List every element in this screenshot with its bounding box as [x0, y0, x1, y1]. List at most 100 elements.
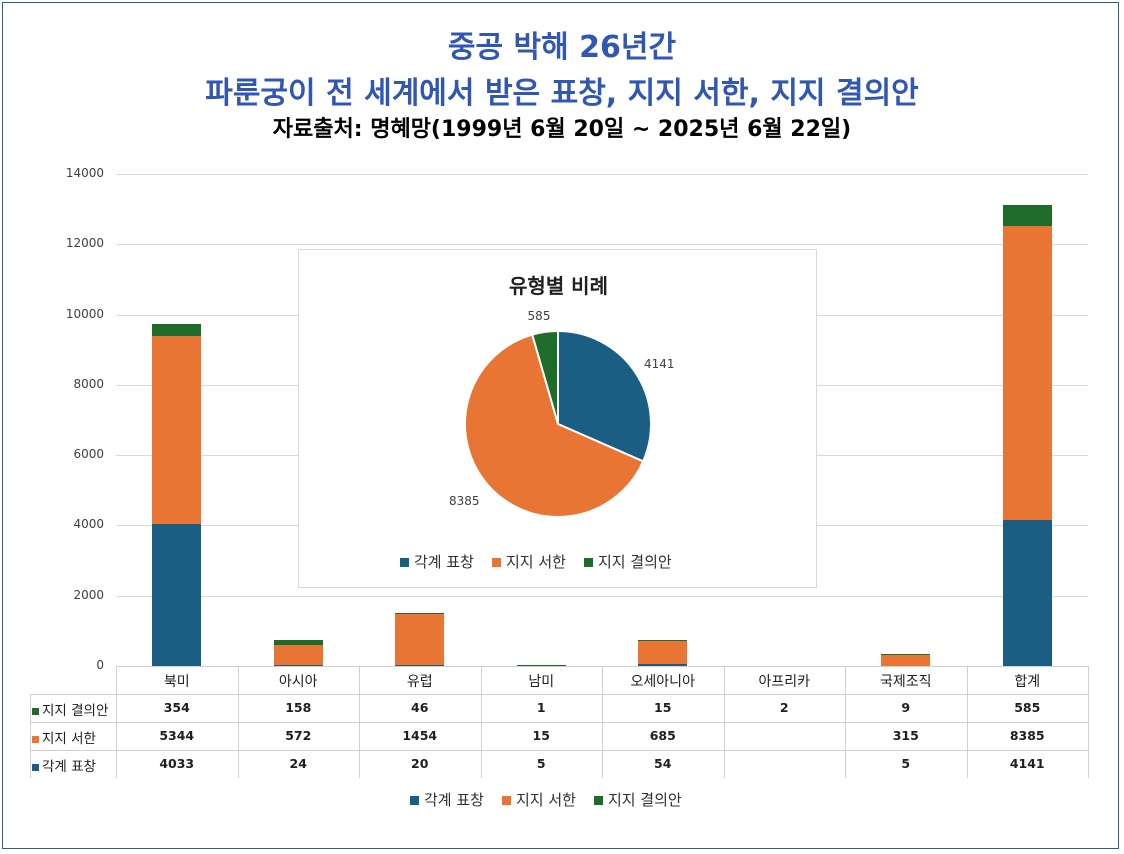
bar-segment	[273, 665, 323, 667]
table-cell: 4033	[159, 756, 195, 771]
bar-segment	[881, 654, 931, 666]
chart-title-line1: 중공 박해 26년간	[447, 30, 677, 65]
y-tick-label: 6000	[73, 447, 104, 461]
legend-swatch	[400, 558, 409, 567]
table-cell: 2	[779, 700, 789, 715]
category-label: 아프리카	[758, 674, 811, 690]
pie-title: 유형별 비례	[509, 274, 608, 298]
chart-title-line2: 파룬궁이 전 세계에서 받은 표창, 지지 서한, 지지 결의안	[205, 76, 919, 111]
legend-item: 각계 표창	[410, 791, 484, 809]
bar-segment	[638, 664, 688, 666]
category-label: 합계	[1014, 674, 1041, 690]
y-tick-label: 12000	[65, 236, 104, 250]
table-cell: 5	[536, 756, 546, 771]
y-tick-label: 14000	[65, 166, 104, 180]
category-label: 북미	[163, 674, 190, 690]
table-rule	[237, 666, 239, 778]
table-rule	[30, 750, 1088, 751]
category-label: 남미	[528, 674, 555, 690]
y-tick-label: 0	[96, 658, 104, 672]
pie-slice	[557, 329, 652, 463]
table-rule	[30, 694, 31, 778]
table-rule	[723, 666, 725, 778]
legend-swatch	[583, 558, 593, 567]
pie-value-label: 8385	[449, 494, 480, 508]
table-row-label: 지지 서한	[32, 727, 96, 747]
category-label: 유럽	[406, 674, 433, 690]
bar-segment	[1002, 225, 1052, 521]
table-cell: 5344	[159, 728, 195, 743]
bar-segment	[1002, 205, 1052, 226]
legend-swatch	[593, 796, 603, 805]
legend-item: 각계 표창	[400, 553, 474, 571]
legend-swatch	[491, 558, 501, 567]
bar-segment	[516, 665, 566, 667]
bar-segment	[273, 639, 323, 646]
series-name: 지지 결의안	[42, 703, 109, 719]
bar-segment	[395, 665, 445, 667]
bar-segment	[1002, 520, 1052, 666]
table-cell: 20	[411, 756, 429, 771]
table-rule	[30, 722, 1088, 723]
table-cell: 315	[892, 728, 919, 743]
table-rule	[1088, 666, 1089, 778]
chart-source: 자료출처: 명혜망(1999년 6월 20일 ~ 2025년 6월 22일)	[272, 117, 852, 142]
table-cell: 54	[654, 756, 672, 771]
table-row-label: 지지 결의안	[32, 699, 108, 719]
legend-swatch	[501, 796, 511, 805]
series-name: 각계 표창	[42, 759, 96, 775]
table-cell: 158	[285, 700, 312, 715]
category-label: 오세아니아	[630, 674, 695, 690]
table-cell: 585	[1014, 700, 1041, 715]
gridline	[116, 596, 1088, 597]
y-tick-label: 8000	[73, 377, 104, 391]
legend-item: 지지 결의안	[583, 553, 672, 571]
table-rule	[966, 666, 968, 778]
bar-segment	[152, 524, 202, 666]
bar-segment	[881, 654, 931, 656]
legend-label: 지지 서한	[515, 791, 576, 809]
legend-item: 지지 서한	[501, 791, 576, 809]
bar-legend: 각계 표창 지지 서한 지지 결의안	[410, 789, 700, 810]
table-cell: 4141	[1009, 756, 1045, 771]
legend-label: 지지 결의안	[597, 553, 672, 571]
legend-label: 각계 표창	[414, 553, 474, 571]
table-cell: 24	[289, 756, 307, 771]
table-cell: 15	[654, 700, 672, 715]
pie-slice	[464, 333, 645, 518]
table-cell: 1	[536, 700, 546, 715]
pie-value-label: 4141	[644, 357, 675, 371]
table-cell: 5	[901, 756, 911, 771]
bar-segment	[395, 614, 445, 666]
table-cell: 354	[163, 700, 190, 715]
category-label: 아시아	[278, 674, 318, 690]
legend-swatch	[32, 763, 39, 771]
legend-swatch	[32, 735, 39, 743]
bar-segment	[395, 612, 445, 615]
gridline	[116, 174, 1088, 175]
table-cell: 46	[411, 700, 429, 715]
table-rule	[30, 694, 1088, 695]
legend-label: 각계 표창	[424, 791, 484, 809]
pie-legend: 각계 표창 지지 서한 지지 결의안	[400, 551, 690, 572]
legend-item: 지지 결의안	[593, 791, 682, 809]
gridline	[116, 244, 1088, 245]
legend-label: 지지 결의안	[607, 791, 682, 809]
category-label: 국제조직	[879, 674, 932, 690]
table-cell: 572	[285, 728, 312, 743]
legend-label: 지지 서한	[505, 553, 566, 571]
legend-swatch	[410, 796, 419, 805]
pie-chart: 4141 8385 585	[449, 309, 675, 518]
pie-slice	[531, 329, 559, 425]
table-rule	[480, 666, 482, 778]
table-rule	[602, 666, 603, 778]
table-row-label: 각계 표창	[32, 755, 96, 775]
table-rule	[116, 666, 117, 778]
table-cell: 1454	[402, 728, 438, 743]
legend-swatch	[32, 707, 39, 715]
table-rule	[845, 666, 846, 778]
pie-value-label: 585	[528, 309, 551, 323]
series-name: 지지 서한	[42, 731, 96, 747]
bar-segment	[273, 645, 323, 666]
legend-item: 지지 서한	[491, 553, 566, 571]
